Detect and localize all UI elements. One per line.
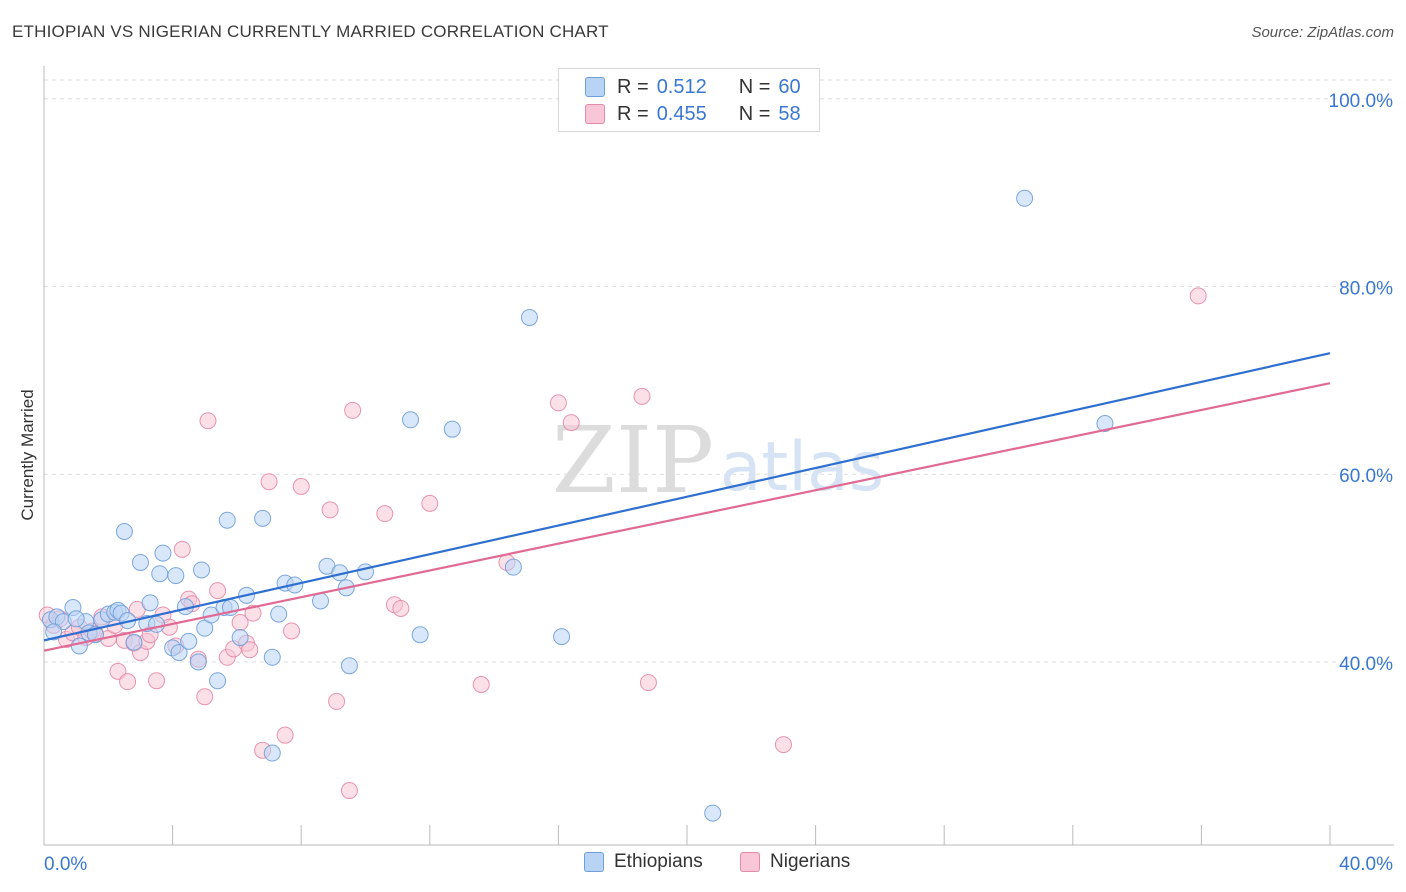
ethiopians-point	[1096, 415, 1114, 433]
nigerians-point	[549, 394, 567, 412]
ethiopians-trend-line	[43, 352, 1331, 642]
ethiopians-point	[148, 615, 166, 633]
nigerians-point	[376, 505, 394, 523]
chart-title: ETHIOPIAN VS NIGERIAN CURRENTLY MARRIED …	[12, 22, 609, 41]
x-tick-label-min: 0.0%	[44, 854, 87, 875]
x-tick-label-max: 40.0%	[1339, 854, 1393, 875]
ethiopians-point	[209, 672, 227, 690]
source-label: Source: ZipAtlas.com	[1251, 24, 1394, 41]
nigerians-point	[148, 672, 166, 690]
nigerians-point	[292, 477, 310, 495]
ethiopians-point	[553, 628, 571, 646]
ethiopians-point	[231, 629, 249, 647]
y-tick-label: 100.0%	[1329, 91, 1394, 112]
r-value-ethiopians: 0.512	[656, 75, 707, 98]
nigerians-point	[421, 494, 439, 512]
ethiopians-point	[67, 610, 85, 628]
ethiopians-point	[131, 553, 149, 571]
ethiopians-point	[154, 544, 172, 562]
nigerians-point	[639, 674, 657, 692]
ethiopians-legend-swatch	[584, 852, 604, 872]
nigerians-point	[472, 675, 490, 693]
ethiopians-point	[151, 565, 169, 583]
nigerians-point	[173, 540, 191, 558]
n-value-ethiopians: 60	[778, 75, 801, 98]
watermark: ZIP atlas	[552, 407, 884, 514]
ethiopians-point	[141, 594, 159, 612]
ethiopians-point	[70, 637, 88, 655]
r-value-nigerians: 0.455	[656, 102, 707, 125]
nigerians-point	[774, 736, 792, 754]
nigerians-point	[328, 692, 346, 710]
trend-lines	[43, 352, 1331, 652]
ethiopians-point	[189, 653, 207, 671]
legend-item-ethiopians[interactable]: Ethiopians	[584, 851, 703, 873]
ethiopians-point	[1016, 189, 1034, 207]
ethiopians-point	[704, 804, 722, 822]
legend-row-nigerians: R = 0.455 N = 58	[585, 101, 801, 127]
y-tick-label: 80.0%	[1339, 279, 1393, 300]
ethiopians-point	[218, 511, 236, 529]
ethiopians-swatch	[585, 77, 605, 97]
ethiopians-point	[443, 420, 461, 438]
nigerians-points	[38, 287, 1207, 800]
watermark-atlas: atlas	[720, 428, 884, 507]
ethiopians-point	[402, 411, 420, 429]
ethiopians-point	[340, 657, 358, 675]
ethiopians-point	[45, 623, 63, 641]
r-label: R =	[617, 102, 649, 125]
y-tick-label: 60.0%	[1339, 466, 1393, 487]
nigerians-legend-label: Nigerians	[770, 851, 851, 872]
series-legend: Ethiopians Nigerians	[0, 851, 1406, 879]
y-tick-label: 40.0%	[1339, 654, 1393, 675]
nigerians-point	[196, 688, 214, 706]
axes	[43, 66, 1394, 846]
nigerians-point	[209, 582, 227, 600]
ethiopians-legend-label: Ethiopians	[614, 851, 703, 872]
nigerians-point	[1189, 287, 1207, 305]
nigerians-point	[392, 599, 410, 617]
ethiopians-point	[167, 567, 185, 585]
ethiopians-point	[170, 644, 188, 662]
n-value-nigerians: 58	[778, 102, 801, 125]
n-label: N =	[738, 102, 771, 125]
ethiopians-point	[180, 632, 198, 650]
stats-legend: R = 0.512 N = 60 R = 0.455 N = 58	[558, 68, 820, 132]
nigerians-point	[344, 401, 362, 419]
nigerians-trend-line	[43, 382, 1331, 652]
ethiopians-point	[254, 509, 272, 527]
tick-labels: 40.0% 60.0% 80.0% 100.0% 0.0% 40.0%	[44, 91, 1393, 875]
gridlines	[44, 79, 1394, 663]
nigerians-point	[260, 473, 278, 491]
ethiopians-point	[115, 522, 133, 540]
ethiopians-point	[411, 626, 429, 644]
ethiopians-point	[263, 648, 281, 666]
ethiopians-point	[263, 744, 281, 762]
nigerians-point	[340, 782, 358, 800]
nigerians-point	[199, 412, 217, 430]
nigerians-point	[321, 501, 339, 519]
ethiopians-point	[520, 308, 538, 326]
nigerians-point	[119, 673, 137, 691]
nigerians-point	[241, 641, 259, 659]
nigerians-point	[633, 387, 651, 405]
ethiopians-point	[125, 633, 143, 651]
ethiopians-point	[270, 605, 288, 623]
legend-item-nigerians[interactable]: Nigerians	[740, 851, 850, 873]
nigerians-swatch	[585, 104, 605, 124]
r-label: R =	[617, 75, 649, 98]
ethiopians-point	[193, 561, 211, 579]
legend-row-ethiopians: R = 0.512 N = 60	[585, 74, 801, 100]
nigerians-point	[562, 414, 580, 432]
ethiopians-point	[504, 558, 522, 576]
nigerians-point	[283, 622, 301, 640]
nigerians-point	[276, 726, 294, 744]
ethiopians-points	[41, 189, 1114, 822]
nigerians-legend-swatch	[740, 852, 760, 872]
n-label: N =	[738, 75, 771, 98]
